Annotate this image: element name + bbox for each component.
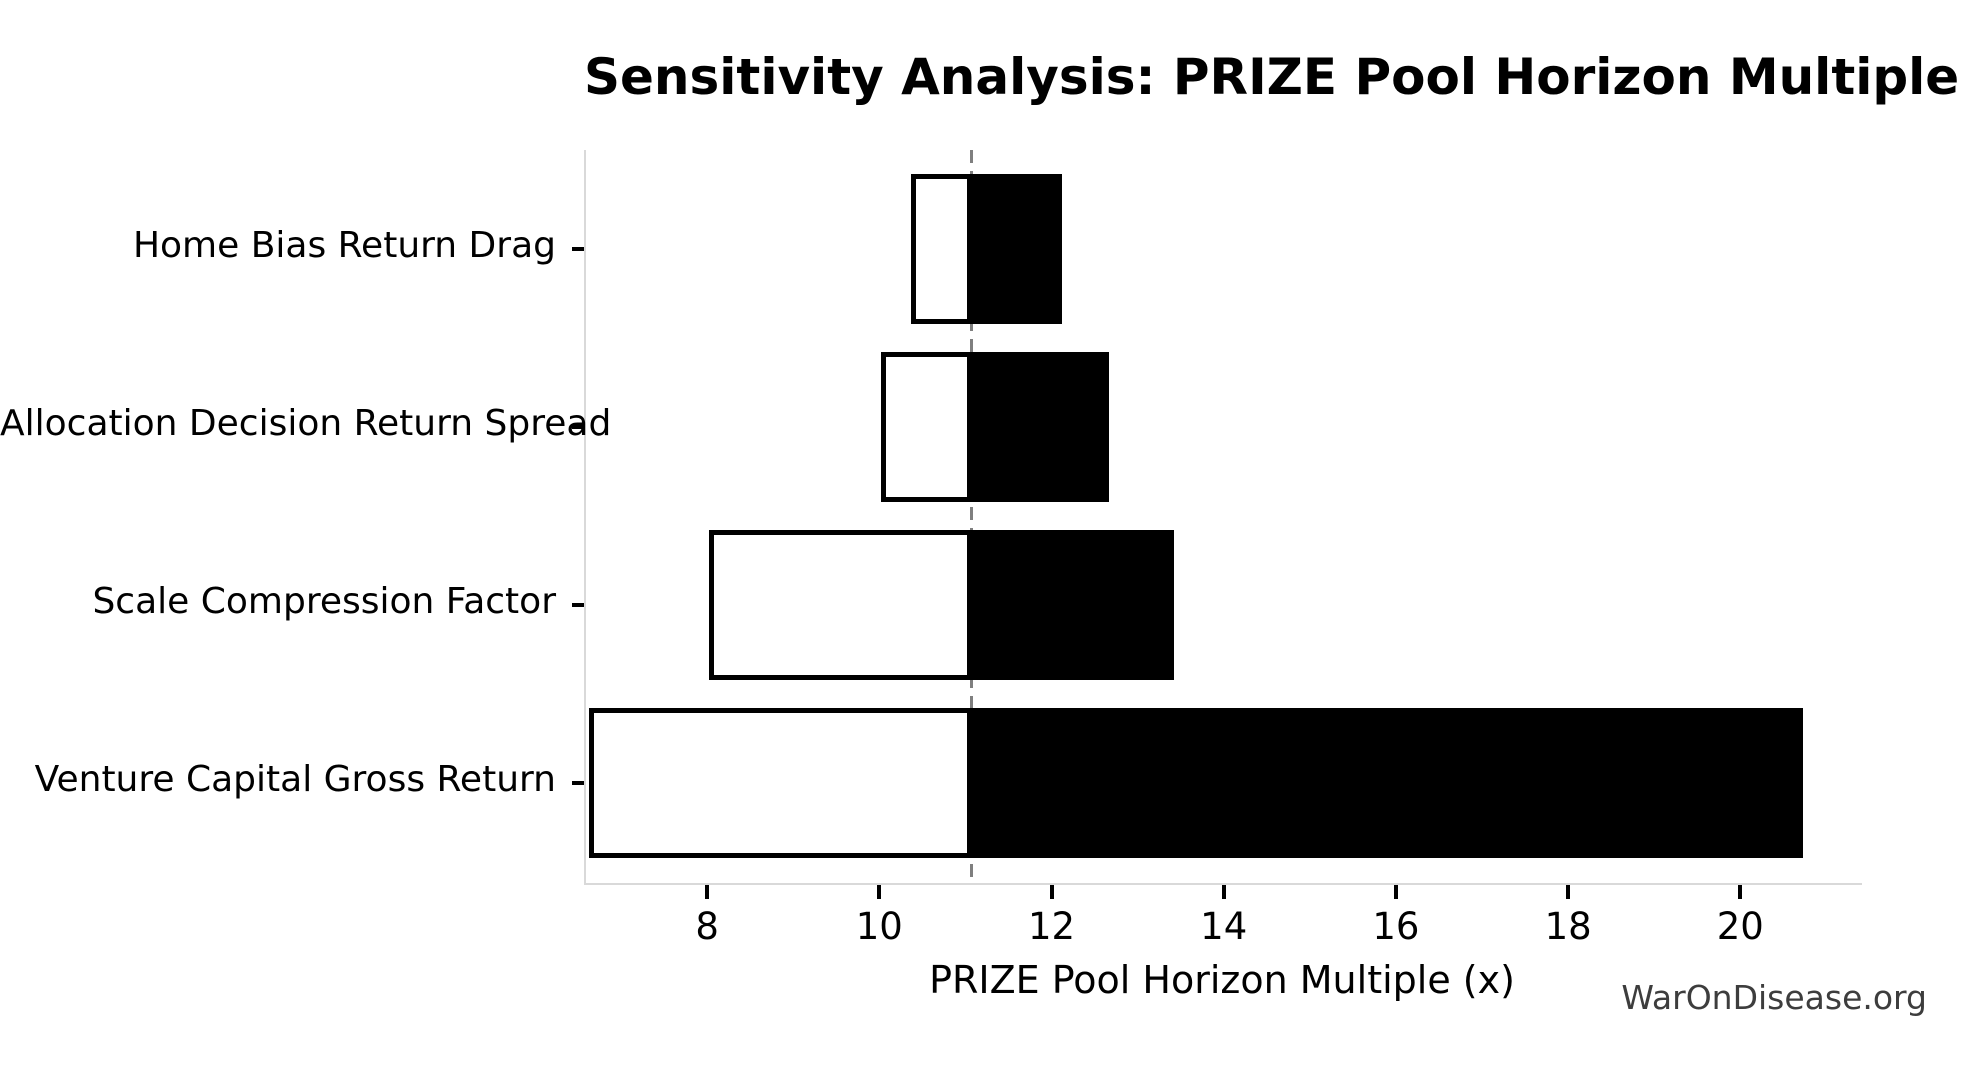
bar-high-segment <box>971 173 1063 325</box>
x-tick-mark <box>1049 885 1054 899</box>
y-tick-label: Venture Capital Gross Return <box>34 758 556 800</box>
bar-high-segment <box>971 707 1803 858</box>
x-tick-label: 16 <box>1372 905 1420 948</box>
x-tick-mark <box>1566 885 1571 899</box>
x-axis-label: PRIZE Pool Horizon Multiple (x) <box>929 958 1515 1002</box>
bar-high-segment <box>971 351 1110 503</box>
y-tick-mark <box>572 424 584 429</box>
x-tick-label: 12 <box>1027 905 1076 948</box>
x-tick-mark <box>1738 885 1743 899</box>
y-tick-mark <box>572 602 584 607</box>
plot-area <box>584 150 1862 885</box>
bar-low-segment <box>911 173 972 325</box>
x-tick-label: 10 <box>855 905 903 948</box>
x-tick-mark <box>1221 885 1226 899</box>
chart-title: Sensitivity Analysis: PRIZE Pool Horizon… <box>584 48 1960 106</box>
y-tick-mark <box>572 246 584 251</box>
x-tick-mark <box>1393 885 1398 899</box>
y-tick-mark <box>572 780 584 785</box>
x-tick-mark <box>877 885 882 899</box>
baseline-dashed-line <box>970 150 974 883</box>
bar-low-segment <box>588 707 972 858</box>
bar-low-segment <box>881 351 972 503</box>
bar-low-segment <box>709 529 972 681</box>
y-tick-label: Scale Compression Factor <box>92 580 556 622</box>
watermark-text: WarOnDisease.org <box>1621 978 1927 1017</box>
x-tick-label: 8 <box>695 905 719 948</box>
bar-high-segment <box>971 529 1175 681</box>
x-tick-label: 20 <box>1716 905 1764 948</box>
y-tick-label: Home Bias Return Drag <box>132 224 556 266</box>
x-tick-label: 14 <box>1200 905 1248 948</box>
y-tick-label: Allocation Decision Return Spread <box>0 402 612 444</box>
x-tick-label: 18 <box>1544 905 1592 948</box>
x-tick-mark <box>705 885 710 899</box>
